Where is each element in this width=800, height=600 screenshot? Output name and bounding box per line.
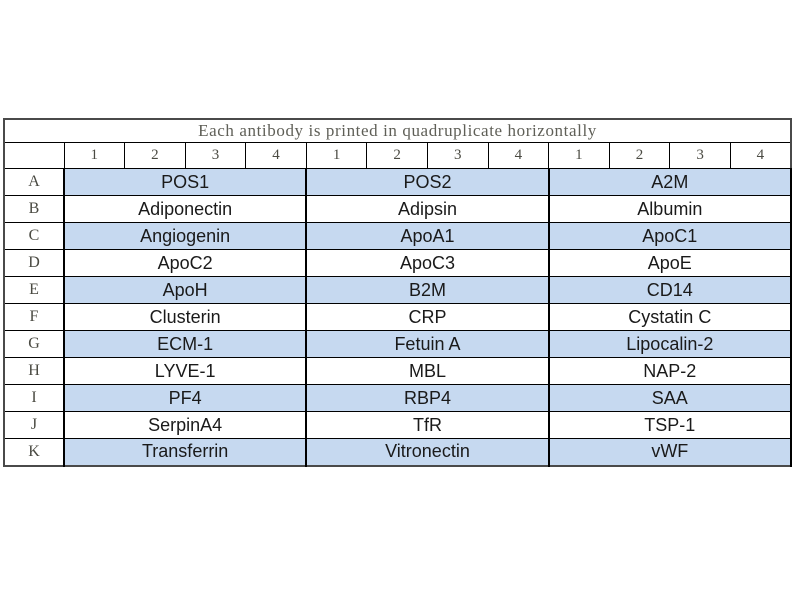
- antibody-cell: Albumin: [547, 195, 793, 223]
- table-row: F Clusterin CRP Cystatin C: [3, 303, 793, 331]
- table-row: A POS1 POS2 A2M: [3, 168, 793, 196]
- antibody-cell: MBL: [305, 357, 550, 385]
- antibody-cell: ApoC3: [305, 249, 550, 277]
- antibody-array-table: Each antibody is printed in quadruplicat…: [3, 118, 793, 467]
- table-row: D ApoC2 ApoC3 ApoE: [3, 249, 793, 277]
- title-row: Each antibody is printed in quadruplicat…: [3, 118, 792, 143]
- row-label: J: [3, 411, 65, 439]
- antibody-cell: Angiogenin: [62, 222, 308, 250]
- column-header: 3: [669, 142, 731, 169]
- row-label: C: [3, 222, 65, 250]
- antibody-cell: Clusterin: [62, 303, 308, 331]
- antibody-cell: LYVE-1: [62, 357, 308, 385]
- row-label: H: [3, 357, 65, 385]
- row-label: F: [3, 303, 65, 331]
- antibody-cell: CD14: [547, 276, 793, 304]
- antibody-cell: SerpinA4: [62, 411, 308, 439]
- antibody-cell: Lipocalin-2: [547, 330, 793, 358]
- antibody-cell: A2M: [547, 168, 793, 196]
- antibody-cell: Adiponectin: [62, 195, 308, 223]
- table-row: H LYVE-1 MBL NAP-2: [3, 357, 793, 385]
- table-title: Each antibody is printed in quadruplicat…: [3, 118, 792, 143]
- antibody-cell: ApoA1: [305, 222, 550, 250]
- antibody-cell: NAP-2: [547, 357, 793, 385]
- row-label: G: [3, 330, 65, 358]
- antibody-cell: Vitronectin: [305, 438, 550, 466]
- antibody-cell: Transferrin: [62, 438, 308, 466]
- antibody-cell: ApoC1: [547, 222, 793, 250]
- table-row: E ApoH B2M CD14: [3, 276, 793, 304]
- row-label: E: [3, 276, 65, 304]
- column-header: 2: [124, 142, 186, 169]
- table-row: C Angiogenin ApoA1 ApoC1: [3, 222, 793, 250]
- column-header: 4: [245, 142, 307, 169]
- antibody-cell: PF4: [62, 384, 308, 412]
- column-header: 1: [63, 142, 126, 169]
- antibody-cell: RBP4: [305, 384, 550, 412]
- column-header: 3: [426, 142, 489, 169]
- antibody-cell: POS1: [62, 168, 308, 196]
- column-header: 3: [184, 142, 247, 169]
- table-row: K Transferrin Vitronectin vWF: [3, 438, 793, 466]
- antibody-cell: SAA: [547, 384, 793, 412]
- row-label: A: [3, 168, 65, 196]
- column-header: 1: [305, 142, 368, 169]
- antibody-cell: POS2: [305, 168, 550, 196]
- column-header: 2: [608, 142, 671, 169]
- antibody-cell: B2M: [305, 276, 550, 304]
- antibody-cell: Cystatin C: [547, 303, 793, 331]
- antibody-cell: CRP: [305, 303, 550, 331]
- antibody-cell: ECM-1: [62, 330, 308, 358]
- column-header: 2: [366, 142, 428, 169]
- table-row: B Adiponectin Adipsin Albumin: [3, 195, 793, 223]
- antibody-cell: ApoH: [62, 276, 308, 304]
- row-label: B: [3, 195, 65, 223]
- row-label: I: [3, 384, 65, 412]
- antibody-cell: ApoC2: [62, 249, 308, 277]
- antibody-cell: vWF: [547, 438, 793, 466]
- antibody-cell: ApoE: [547, 249, 793, 277]
- antibody-cell: Adipsin: [305, 195, 550, 223]
- antibody-cell: TfR: [305, 411, 550, 439]
- column-header: 1: [548, 142, 610, 169]
- table-row: G ECM-1 Fetuin A Lipocalin-2: [3, 330, 793, 358]
- column-header-row: 1 2 3 4 1 2 3 4 1 2 3 4: [3, 142, 792, 169]
- column-header: 4: [487, 142, 550, 169]
- row-label: D: [3, 249, 65, 277]
- row-label: K: [3, 438, 65, 466]
- corner-cell: [3, 142, 65, 169]
- antibody-cell: TSP-1: [547, 411, 793, 439]
- antibody-cell: Fetuin A: [305, 330, 550, 358]
- column-header: 4: [729, 142, 792, 169]
- table-row: J SerpinA4 TfR TSP-1: [3, 411, 793, 439]
- table-row: I PF4 RBP4 SAA: [3, 384, 793, 412]
